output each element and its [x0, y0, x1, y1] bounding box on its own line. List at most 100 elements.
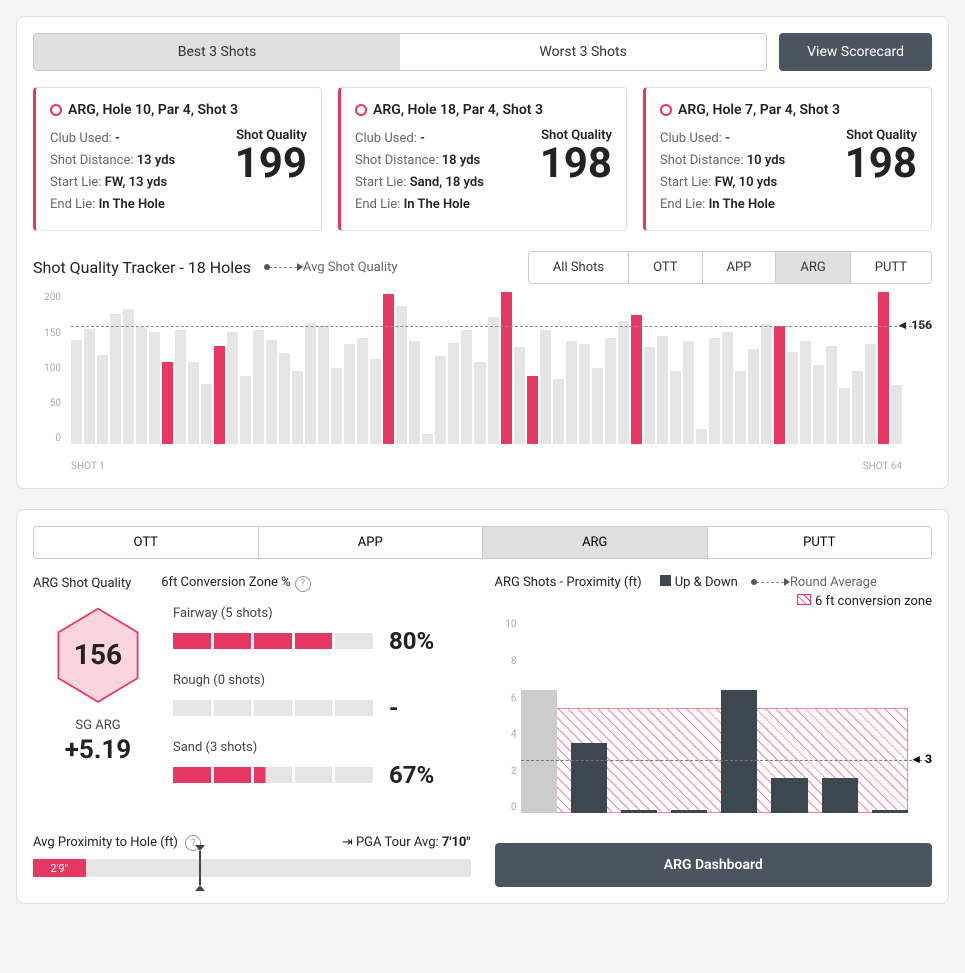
bar-container	[71, 292, 902, 444]
shot-details: Club Used: -Shot Distance: 18 ydsStart L…	[355, 128, 484, 216]
view-scorecard-button[interactable]: View Scorecard	[779, 33, 932, 71]
bar[interactable]	[435, 356, 446, 444]
bar[interactable]	[188, 362, 199, 444]
shot-card[interactable]: ARG, Hole 10, Par 4, Shot 3 Club Used: -…	[33, 87, 322, 231]
prox-avg-line	[521, 760, 933, 761]
category-tab[interactable]: APP	[259, 527, 484, 558]
bar[interactable]	[71, 340, 82, 445]
bar[interactable]	[305, 323, 316, 445]
bar[interactable]	[409, 341, 420, 444]
bar[interactable]	[357, 338, 368, 444]
bar[interactable]	[787, 352, 798, 445]
prox-bar[interactable]	[671, 810, 707, 814]
bar[interactable]	[97, 355, 108, 445]
bar[interactable]	[540, 330, 551, 444]
segment-bar	[173, 700, 373, 716]
bar[interactable]	[592, 368, 603, 444]
bar[interactable]	[566, 341, 577, 444]
bar[interactable]	[240, 376, 251, 444]
worst-shots-tab[interactable]: Worst 3 Shots	[400, 34, 766, 70]
bar[interactable]	[735, 371, 746, 444]
bar[interactable]	[813, 365, 824, 444]
bar[interactable]	[227, 332, 238, 444]
bar[interactable]	[110, 314, 121, 445]
bar[interactable]	[826, 346, 837, 445]
bar[interactable]	[891, 385, 902, 444]
bar[interactable]	[331, 368, 342, 444]
bar[interactable]	[553, 379, 564, 444]
bar[interactable]	[448, 343, 459, 445]
bar[interactable]	[852, 371, 863, 444]
bar[interactable]	[370, 359, 381, 444]
bar[interactable]	[123, 309, 134, 444]
category-tab[interactable]: ARG	[483, 527, 708, 558]
tracker-filter-tabs: All ShotsOTTAPPARGPUTT	[528, 251, 932, 284]
bar[interactable]	[344, 344, 355, 444]
best-shots-tab[interactable]: Best 3 Shots	[34, 34, 400, 70]
filter-tab[interactable]: OTT	[629, 252, 702, 283]
bar[interactable]	[683, 341, 694, 444]
bar[interactable]	[631, 315, 642, 444]
bar[interactable]	[279, 353, 290, 444]
shot-card[interactable]: ARG, Hole 7, Par 4, Shot 3 Club Used: -S…	[643, 87, 932, 231]
bar[interactable]	[605, 338, 616, 444]
bar[interactable]	[461, 330, 472, 444]
prox-bar[interactable]	[771, 778, 807, 813]
x-start: SHOT 1	[71, 461, 105, 472]
bar[interactable]	[618, 321, 629, 444]
bar[interactable]	[709, 338, 720, 444]
bar[interactable]	[670, 371, 681, 444]
bar[interactable]	[761, 324, 772, 444]
prox-bar[interactable]	[721, 690, 757, 813]
bar[interactable]	[474, 362, 485, 444]
bar[interactable]	[84, 329, 95, 445]
bar[interactable]	[696, 429, 707, 444]
bar[interactable]	[514, 347, 525, 444]
filter-tab[interactable]: PUTT	[851, 252, 931, 283]
filter-tab[interactable]: APP	[703, 252, 777, 283]
bar[interactable]	[774, 326, 785, 445]
bar[interactable]	[162, 362, 173, 444]
bar[interactable]	[266, 340, 277, 445]
bar[interactable]	[383, 294, 394, 444]
bar[interactable]	[488, 317, 499, 445]
bar[interactable]	[800, 341, 811, 444]
bar[interactable]	[748, 349, 759, 445]
bar[interactable]	[501, 292, 512, 444]
category-tab[interactable]: OTT	[34, 527, 259, 558]
prox-bar[interactable]	[872, 810, 908, 814]
bar[interactable]	[136, 327, 147, 444]
panel2-body: ARG Shot Quality 6ft Conversion Zone %? …	[33, 575, 932, 887]
prox-bar[interactable]	[822, 778, 858, 813]
bar[interactable]	[579, 344, 590, 444]
bar[interactable]	[214, 346, 225, 445]
category-tab[interactable]: PUTT	[708, 527, 932, 558]
prox-bar[interactable]	[521, 690, 557, 813]
prox-bar[interactable]	[621, 810, 657, 814]
filter-tab[interactable]: ARG	[776, 252, 850, 283]
help-icon[interactable]: ?	[295, 576, 311, 592]
filter-tab[interactable]: All Shots	[529, 252, 629, 283]
top-row: Best 3 Shots Worst 3 Shots View Scorecar…	[33, 33, 932, 71]
bar[interactable]	[318, 326, 329, 445]
bar[interactable]	[422, 434, 433, 445]
bar[interactable]	[175, 330, 186, 444]
bar[interactable]	[253, 330, 264, 444]
bar[interactable]	[878, 292, 889, 444]
bar[interactable]	[527, 376, 538, 444]
bar[interactable]	[722, 332, 733, 444]
arg-dashboard-button[interactable]: ARG Dashboard	[495, 843, 933, 887]
legend-round-avg: Round Average	[756, 575, 877, 590]
proximity-slider[interactable]: 2'9"	[33, 859, 471, 877]
bar[interactable]	[201, 384, 212, 445]
bar[interactable]	[292, 371, 303, 444]
ring-icon	[355, 104, 367, 116]
bar[interactable]	[657, 336, 668, 444]
bar[interactable]	[149, 332, 160, 444]
shot-card[interactable]: ARG, Hole 18, Par 4, Shot 3 Club Used: -…	[338, 87, 627, 231]
prox-bar[interactable]	[571, 743, 607, 814]
bar[interactable]	[865, 344, 876, 444]
bar[interactable]	[839, 388, 850, 444]
hex-value: 156	[74, 638, 122, 671]
bar[interactable]	[644, 347, 655, 444]
